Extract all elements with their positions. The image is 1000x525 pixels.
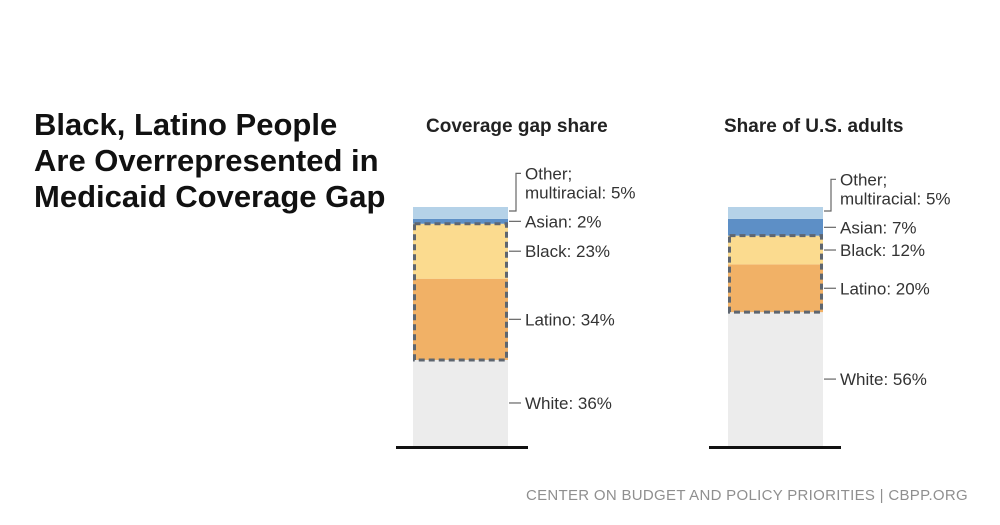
bar-segment-asian <box>413 218 508 224</box>
data-label-black: Black: 23% <box>525 242 610 261</box>
headline: Black, Latino People Are Overrepresented… <box>34 107 386 214</box>
data-label-asian: Asian: 2% <box>525 212 602 231</box>
chart-share-of-u-s-adults: White: 56% Latino: 20% Black: 12% Asian: 7%… <box>709 170 951 449</box>
data-label-latino: Latino: 20% <box>840 279 930 298</box>
data-label-other-multiracial: Other; multiracial: 5% <box>525 164 636 202</box>
data-label-other-multiracial: Other; multiracial: 5% <box>840 170 951 208</box>
leader-line <box>509 172 521 212</box>
highlight-outline <box>413 222 508 362</box>
chart-title-coverage-gap: Coverage gap share <box>426 116 608 137</box>
chart-coverage-gap-share: White: 36% Latino: 34% Black: 23% Asian: 2%… <box>396 164 636 449</box>
data-label-black: Black: 12% <box>840 241 925 260</box>
data-label-latino: Latino: 34% <box>525 310 615 329</box>
data-label-white: White: 56% <box>840 370 927 389</box>
data-label-asian: Asian: 7% <box>840 218 917 237</box>
data-label-white: White: 36% <box>525 394 612 413</box>
highlight-outline <box>728 234 823 314</box>
bar-segment-black <box>413 223 508 279</box>
bar-segment-other-multiracial <box>728 207 823 219</box>
leader-line <box>824 178 836 212</box>
footer-source: CENTER ON BUDGET AND POLICY PRIORITIES |… <box>525 487 968 504</box>
bar-segment-latino <box>413 278 508 360</box>
bar-segment-black <box>728 235 823 265</box>
bar-segment-asian <box>728 218 823 236</box>
bar-segment-white <box>413 359 508 446</box>
bar-segment-white <box>728 312 823 446</box>
bar-segment-other-multiracial <box>413 207 508 219</box>
bar-segment-latino <box>728 264 823 313</box>
chart-title-us-adults: Share of U.S. adults <box>724 116 904 137</box>
